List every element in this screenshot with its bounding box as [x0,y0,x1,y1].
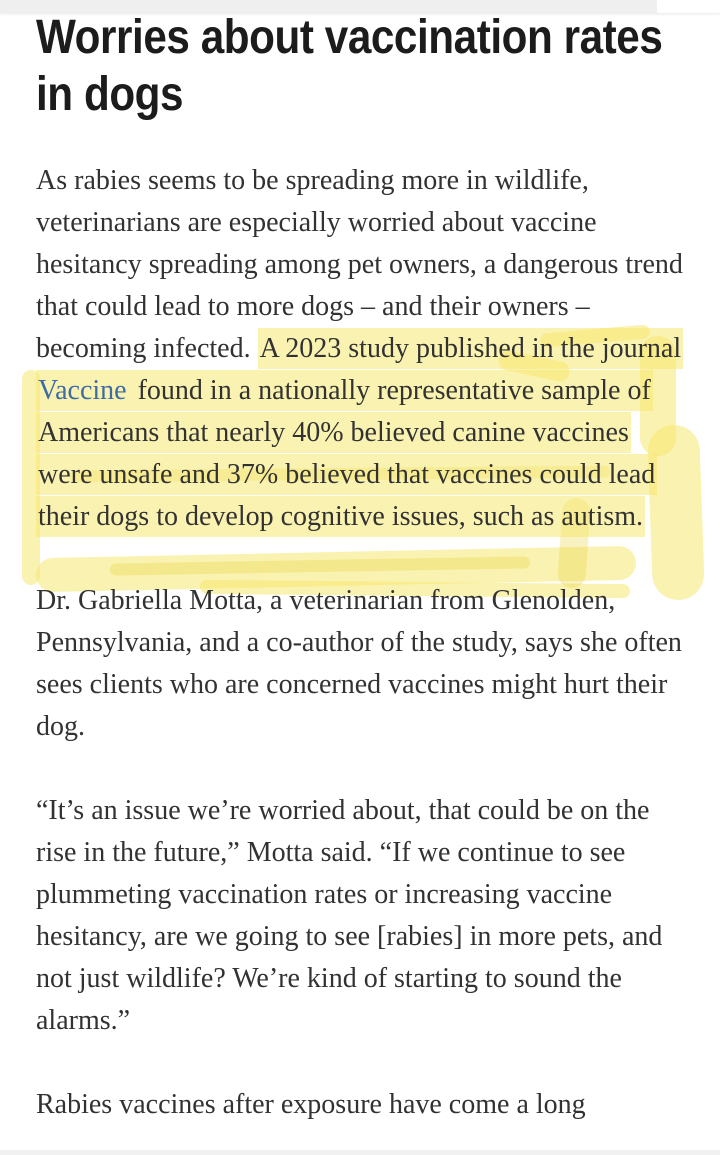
highlight-stroke [22,370,40,585]
highlighted-text: found in a nationally representative sam… [36,370,658,537]
top-strip [0,0,720,13]
bottom-strip [0,1150,720,1155]
paragraph-1-plain-text: As rabies seems to be spreading more in … [36,165,683,364]
paragraph-4: Rabies vaccines after exposure have come… [36,1089,586,1120]
top-strip-gray-segment [0,0,657,13]
article-title: Worries about vaccination rates in dogs [36,11,663,121]
highlighted-text: A 2023 study published in the journal [257,328,684,369]
vaccine-journal-link[interactable]: Vaccine [36,370,129,411]
paragraph-3: “It’s an issue we’re worried about, that… [36,795,663,1036]
article-body: Worries about vaccination rates in dogs … [36,11,686,1120]
paragraph-1: As rabies seems to be spreading more in … [36,160,686,538]
paragraph-2: Dr. Gabriella Motta, a veterinarian from… [36,585,682,742]
